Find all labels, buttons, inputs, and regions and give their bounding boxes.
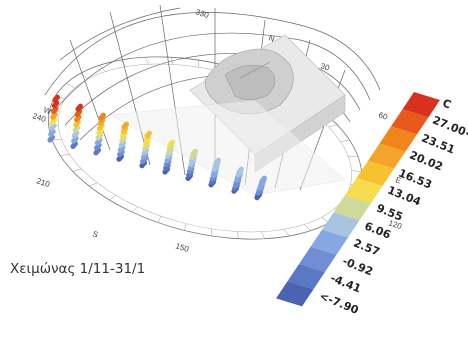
period-caption: Χειμώνας 1/11-31/1 [10, 261, 146, 277]
compass-tick [184, 223, 187, 231]
compass-tick [99, 65, 106, 72]
compass-label: 330 [194, 7, 210, 20]
compass-label: S [91, 229, 99, 239]
hour-temperature-point [215, 157, 221, 163]
compass-tick [109, 195, 117, 201]
compass-label: 240 [31, 111, 47, 124]
compass-tick [60, 154, 70, 156]
sun-path-markers [47, 94, 267, 201]
compass-label: 210 [35, 176, 51, 189]
legend-swatch [333, 195, 371, 221]
hour-temperature-point [100, 112, 106, 118]
compass-tick [283, 229, 290, 237]
compass-tick [66, 83, 75, 89]
hour-temperature-point [261, 175, 267, 181]
legend-swatch [287, 264, 325, 290]
hour-temperature-point [123, 121, 129, 127]
compass-tick [157, 216, 162, 223]
compass-tick [132, 206, 138, 213]
legend-swatch [276, 281, 314, 307]
hour-temperature-point [146, 130, 152, 136]
compass-label: N [267, 33, 275, 43]
legend-swatch [356, 160, 394, 186]
compass-tick [351, 170, 362, 173]
compass-tick [236, 231, 240, 239]
compass-label: 150 [174, 241, 190, 254]
hour-temperature-point [169, 139, 175, 145]
legend-swatch [379, 126, 417, 152]
hour-temperature-point [238, 166, 244, 172]
legend-swatch [402, 92, 440, 118]
legend-swatch [345, 178, 383, 204]
legend-swatch [322, 212, 360, 238]
compass-label: W [42, 105, 52, 116]
legend-swatch [368, 143, 406, 169]
compass-tick [340, 140, 350, 142]
legend-swatch [299, 246, 337, 272]
hour-temperature-point [192, 148, 198, 154]
compass-tick [304, 224, 311, 231]
compass-label: E [394, 175, 402, 185]
compass-tick [328, 124, 338, 128]
ground-plane [109, 99, 346, 196]
legend-swatch [391, 109, 429, 135]
compass-label: 60 [377, 110, 389, 121]
compass-tick [144, 57, 149, 65]
compass-label: 120 [387, 218, 403, 231]
compass-labels: N E S W 30 60 120 150 210 240 330 [31, 7, 403, 254]
compass-tick [72, 168, 82, 172]
compass-tick [261, 231, 266, 239]
compass-label: 30 [319, 61, 331, 72]
compass-tick [89, 182, 98, 187]
hour-temperature-point [54, 94, 61, 100]
legend-swatch [310, 229, 348, 255]
hour-temperature-point [77, 103, 83, 109]
temperature-legend [276, 92, 440, 307]
compass-tick [80, 73, 89, 79]
